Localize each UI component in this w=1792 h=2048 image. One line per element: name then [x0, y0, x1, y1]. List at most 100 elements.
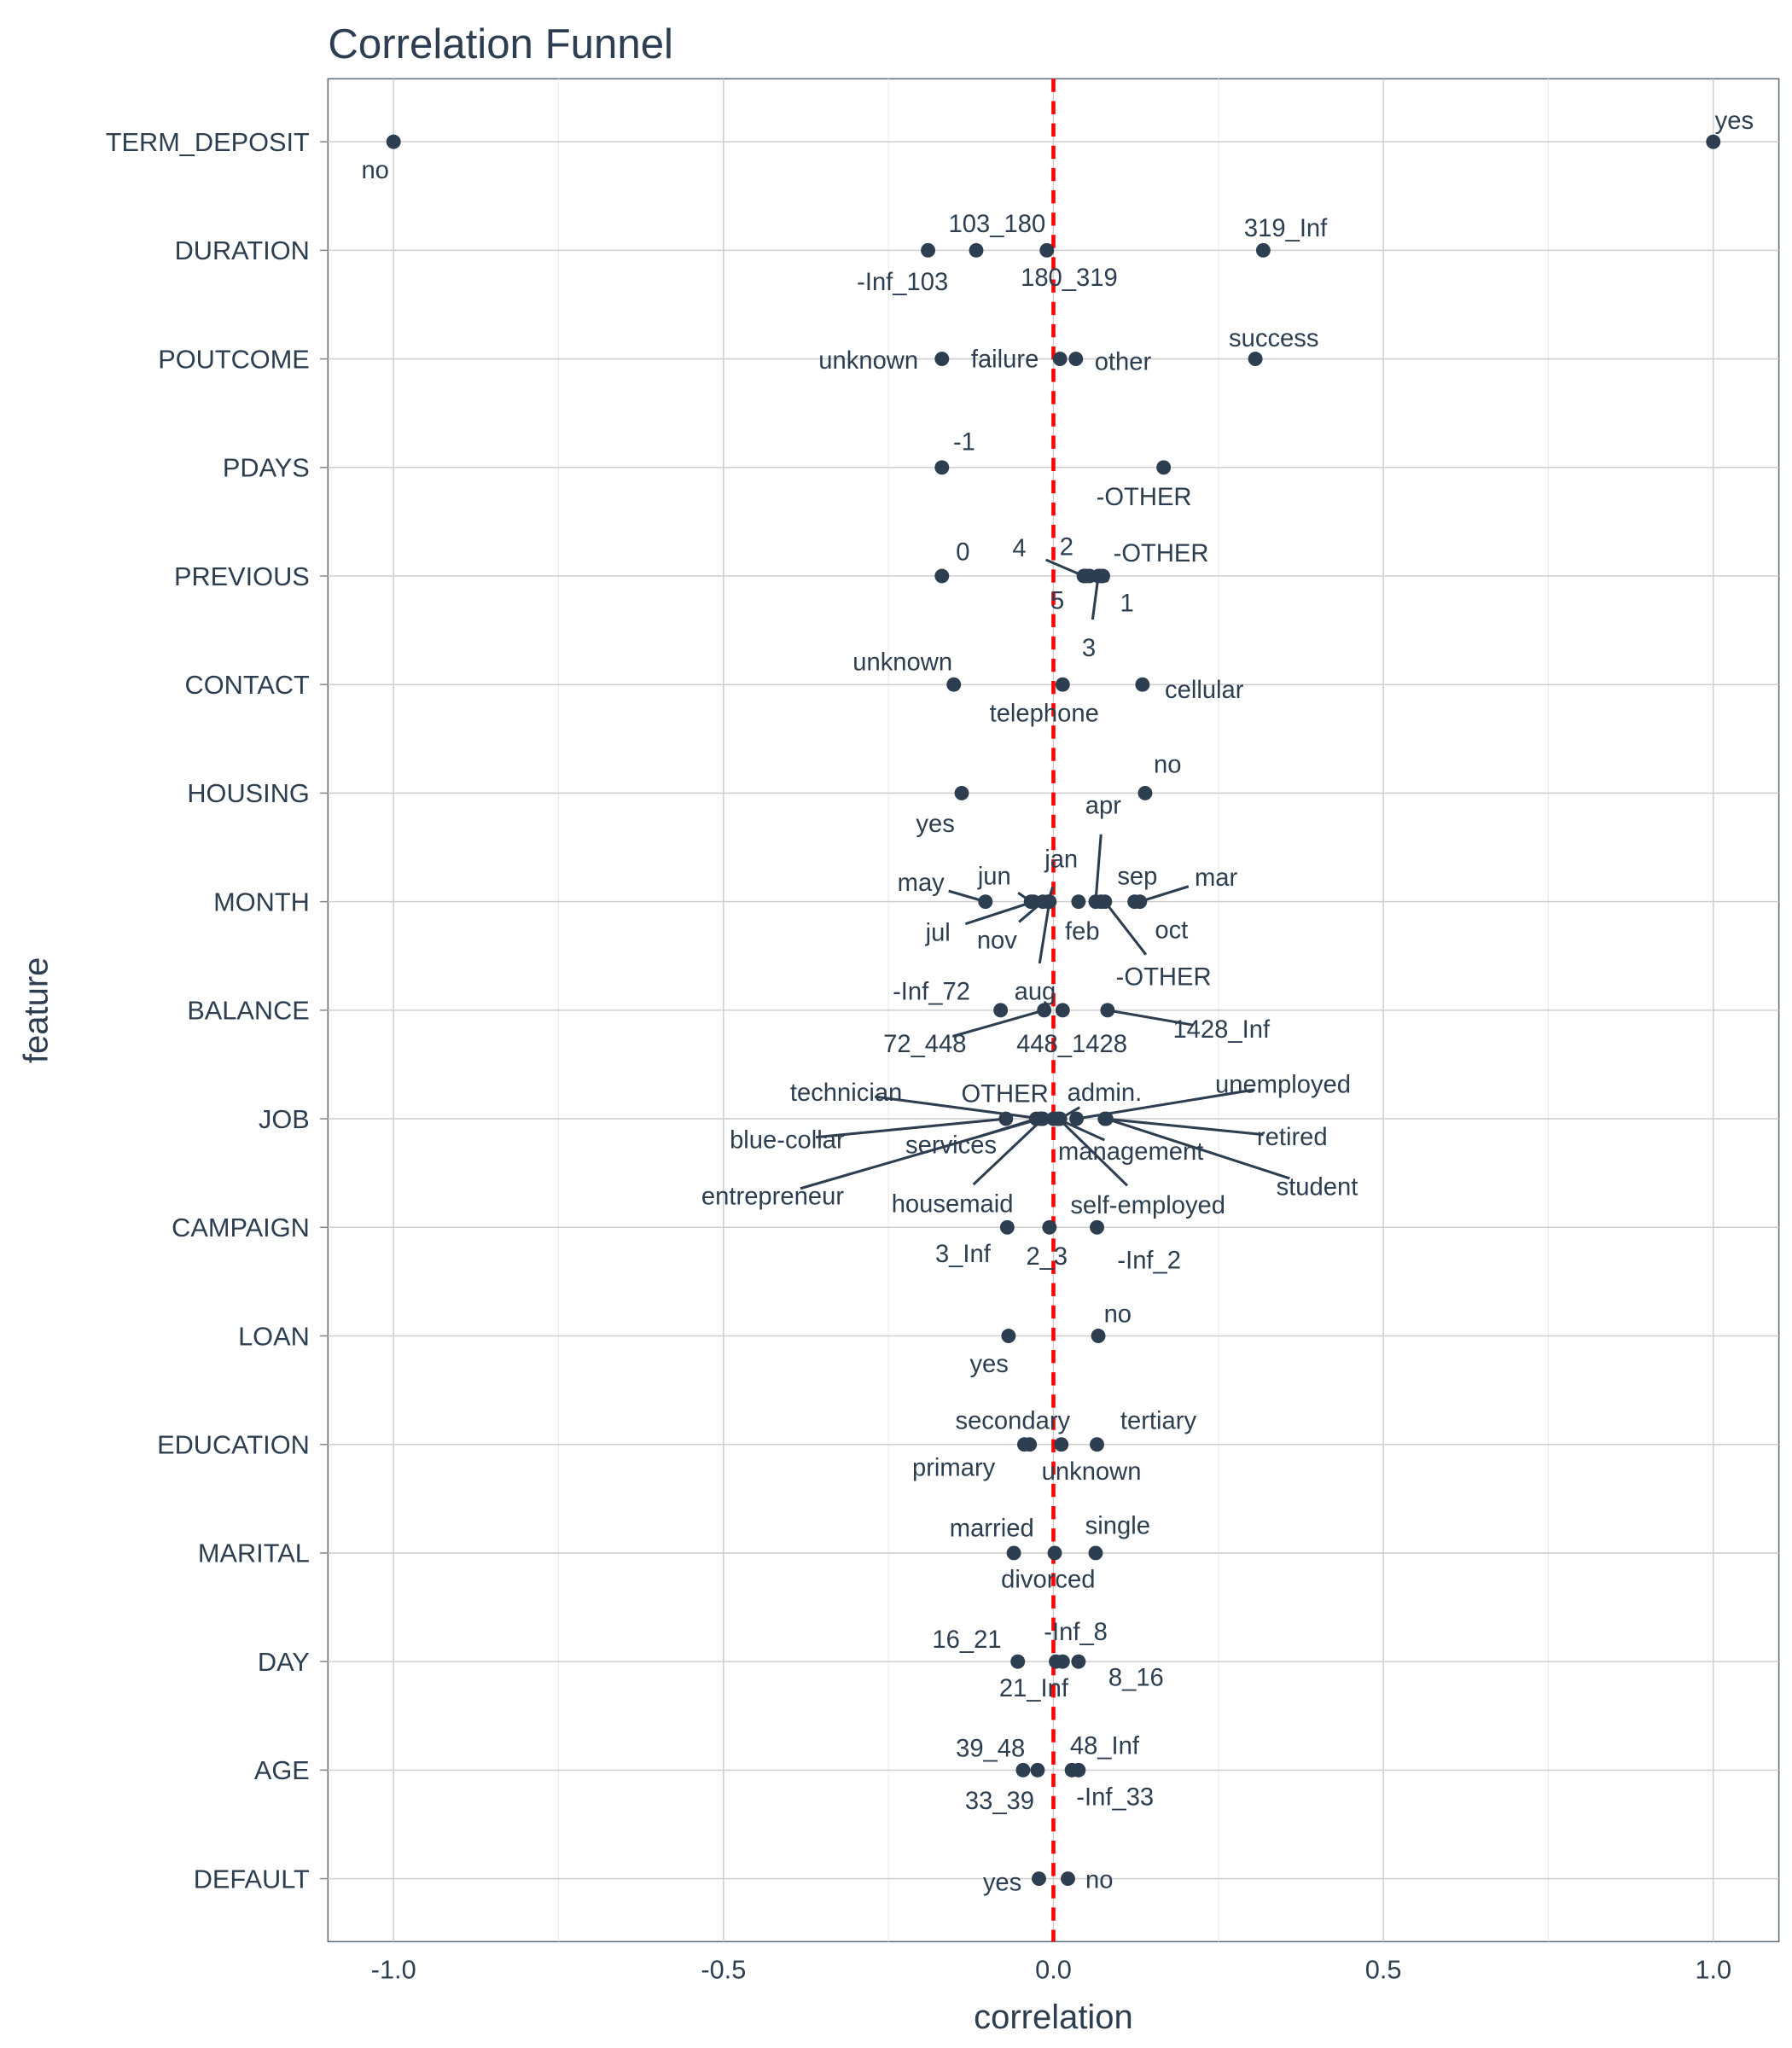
point-label: 180_319	[1021, 265, 1118, 292]
point-day-8_16	[1071, 1654, 1086, 1669]
point-default-yes	[1032, 1871, 1046, 1887]
point-label: other	[1095, 349, 1152, 376]
point-contact-cellular	[1135, 677, 1150, 692]
point-month-oct	[1127, 894, 1143, 910]
point-education-unknown	[1054, 1437, 1069, 1452]
point-label: telephone	[990, 701, 1099, 728]
label-leader-lines	[800, 558, 1290, 1190]
point-term_deposit-no	[386, 134, 401, 149]
point-poutcome-other	[1068, 352, 1084, 367]
x-axis-title: correlation	[974, 1999, 1133, 2036]
point-label: -Inf_103	[857, 269, 948, 296]
leader-line	[972, 1117, 1044, 1186]
point-label: 0	[956, 539, 969, 567]
point-job-self-employed	[1051, 1111, 1067, 1126]
point-label: yes	[969, 1351, 1008, 1378]
point-label: management	[1058, 1138, 1203, 1166]
point-label: 1428_Inf	[1172, 1016, 1271, 1044]
point-label: cellular	[1165, 677, 1244, 704]
y-tick-label-previous: PREVIOUS	[174, 561, 310, 591]
point-label: no	[1104, 1301, 1132, 1329]
point-balance-448_1428	[1055, 1003, 1070, 1018]
point-poutcome-success	[1248, 352, 1263, 367]
leader-line	[1057, 1117, 1129, 1187]
point-default-no	[1061, 1871, 1075, 1887]
point-label: unknown	[818, 347, 918, 375]
point-label: -OTHER	[1114, 540, 1209, 567]
point-balance-1428_Inf	[1100, 1003, 1115, 1018]
leader-line	[874, 1095, 1042, 1120]
point-label: -OTHER	[1116, 964, 1212, 992]
point-campaign-3_Inf	[999, 1219, 1015, 1235]
y-tick-label-contact: CONTACT	[185, 670, 310, 700]
y-tick-label-balance: BALANCE	[187, 996, 309, 1026]
leader-line	[1105, 1117, 1290, 1180]
point-label: unknown	[852, 649, 952, 677]
point-label: services	[905, 1132, 997, 1159]
point-label: retired	[1257, 1124, 1328, 1151]
point-label: 72_448	[883, 1031, 966, 1058]
leader-line	[1104, 1117, 1264, 1137]
point-label: nov	[977, 928, 1017, 955]
point-job-student	[1098, 1111, 1114, 1126]
point-campaign-2_3	[1042, 1219, 1057, 1235]
point-label: -OTHER	[1097, 484, 1192, 511]
point-poutcome-failure	[1052, 352, 1068, 367]
point-label: 48_Inf	[1070, 1733, 1140, 1760]
y-tick-label-campaign: CAMPAIGN	[172, 1213, 310, 1242]
point-housing-yes	[954, 785, 969, 800]
point-label: 16_21	[932, 1626, 1001, 1654]
point-loan-no	[1091, 1329, 1106, 1343]
point-job-blue-collar	[998, 1111, 1014, 1126]
point-label: 2	[1060, 533, 1073, 561]
x-tick-label: -1.0	[371, 1954, 416, 1984]
point-job-unemployed	[1069, 1111, 1085, 1126]
point-term_deposit-yes	[1706, 134, 1721, 149]
point-month-may	[978, 894, 993, 910]
y-tick-label-default: DEFAULT	[194, 1864, 310, 1894]
leader-line	[800, 1117, 1041, 1190]
point-label: jul	[925, 919, 951, 946]
point-label: 2_3	[1026, 1243, 1068, 1271]
point-label: feb	[1065, 918, 1100, 945]
point-label: jun	[977, 863, 1011, 890]
point-month-aug	[1042, 894, 1057, 910]
point-label: -Inf_72	[893, 979, 970, 1006]
y-tick-label-term_deposit: TERM_DEPOSIT	[106, 127, 310, 157]
leader-line	[951, 1009, 1045, 1039]
point-day-21_Inf	[1049, 1654, 1064, 1669]
point-label: yes	[1715, 108, 1754, 135]
point-label: 3_Inf	[935, 1241, 992, 1268]
point-contact-unknown	[946, 677, 962, 692]
x-axis-tick-labels: -1.0 -0.5 0.0 0.5 1.0	[371, 1954, 1731, 1984]
y-tick-label-loan: LOAN	[238, 1321, 310, 1351]
point-label: yes	[916, 811, 954, 838]
point-label: 319_Inf	[1244, 215, 1328, 242]
y-tick-label-marital: MARITAL	[198, 1539, 310, 1568]
x-tick-label: 0.5	[1365, 1954, 1402, 1984]
point-label: no	[1154, 752, 1181, 779]
point-label: primary	[912, 1455, 996, 1482]
point-day-16_21	[1010, 1654, 1026, 1669]
point-labels: no yes -Inf_103 103_180 180_319 319_Infunknow…	[361, 108, 1754, 1897]
y-tick-label-housing: HOUSING	[187, 778, 309, 808]
y-tick-label-job: JOB	[259, 1104, 310, 1134]
data-points	[386, 134, 1721, 1887]
point-month-feb	[1071, 894, 1086, 910]
leader-line	[1091, 575, 1100, 620]
point-poutcome-unknown	[934, 352, 950, 367]
point-label: blue-collar	[730, 1126, 845, 1154]
chart-title: Correlation Funnel	[328, 20, 673, 67]
point-balance--Inf_72	[993, 1003, 1009, 1018]
point-education-primary	[1017, 1437, 1032, 1452]
point-label: tertiary	[1120, 1407, 1197, 1434]
point-previous-5	[1079, 568, 1094, 584]
point-age-33_39	[1030, 1762, 1045, 1777]
point-duration-103_180	[969, 242, 984, 258]
point-label: -Inf_2	[1117, 1248, 1181, 1275]
point-label: -1	[953, 428, 975, 456]
point-duration-319_Inf	[1255, 242, 1271, 258]
point-label: unknown	[1042, 1458, 1142, 1486]
x-tick-label: 1.0	[1695, 1954, 1731, 1984]
point-label: mar	[1195, 864, 1238, 892]
